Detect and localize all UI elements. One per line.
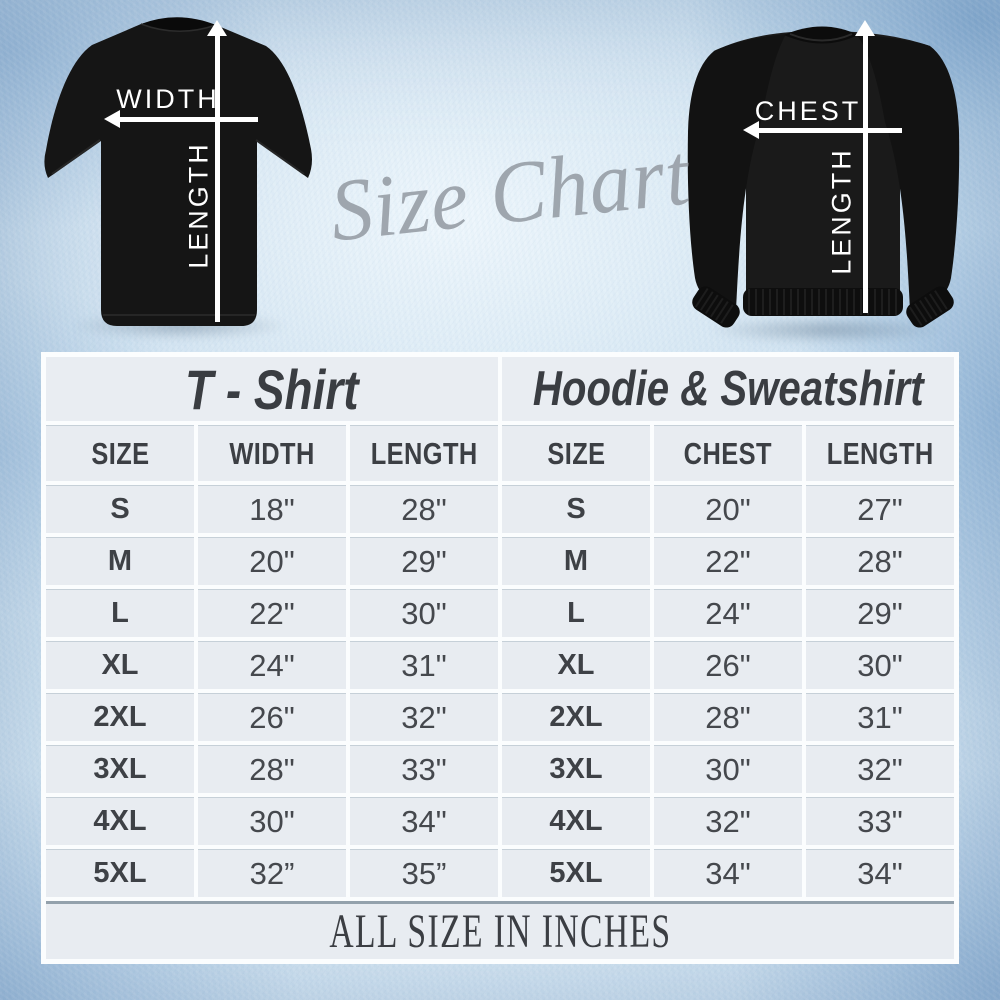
value-cell: 32" (350, 693, 498, 741)
size-cell: XL (46, 641, 194, 689)
tshirt-table-title: T - Shirt (46, 357, 498, 421)
value-cell: 28" (806, 537, 954, 585)
column-header-text: SIZE (90, 435, 150, 471)
sweatshirt-right-cuff (906, 286, 954, 328)
column-header-text: LENGTH (826, 435, 934, 471)
size-cell: 3XL (46, 745, 194, 793)
value-cell: 32" (806, 745, 954, 793)
value-cell: 27" (806, 485, 954, 533)
value-cell: 29" (806, 589, 954, 637)
value-cell: 26" (654, 641, 802, 689)
sweatshirt-length-label: LENGTH (826, 147, 857, 275)
value-cell: 22" (198, 589, 346, 637)
size-cell: 4XL (46, 797, 194, 845)
value-cell: 24" (654, 589, 802, 637)
value-cell: 34" (350, 797, 498, 845)
value-cell: 30" (350, 589, 498, 637)
sweatshirt-image (687, 26, 960, 328)
column-header-text: SIZE (546, 435, 606, 471)
hoodie-table-title-text: Hoodie & Sweatshirt (532, 362, 924, 416)
value-cell: 20" (654, 485, 802, 533)
value-cell: 32" (654, 797, 802, 845)
size-cell: 4XL (502, 797, 650, 845)
value-cell: 30" (198, 797, 346, 845)
arrowhead-left-icon (104, 110, 120, 128)
sweatshirt-shadow (706, 316, 946, 344)
size-cell: S (46, 485, 194, 533)
value-cell: 24" (198, 641, 346, 689)
value-cell: 28" (198, 745, 346, 793)
sweatshirt-hem-band (743, 288, 903, 316)
tshirt-image (44, 17, 313, 327)
value-cell: 30" (654, 745, 802, 793)
value-cell: 32” (198, 849, 346, 897)
value-cell: 34" (654, 849, 802, 897)
value-cell: 31" (350, 641, 498, 689)
value-cell: 31" (806, 693, 954, 741)
size-table: T - Shirt Hoodie & Sweatshirt SIZE WIDTH… (41, 352, 959, 964)
sweatshirt-length-arrow (863, 35, 868, 313)
column-header-length: LENGTH (350, 425, 498, 481)
size-cell: 3XL (502, 745, 650, 793)
value-cell: 29" (350, 537, 498, 585)
size-cell: M (46, 537, 194, 585)
size-cell: L (46, 589, 194, 637)
size-cell: L (502, 589, 650, 637)
hoodie-table-title: Hoodie & Sweatshirt (502, 357, 954, 421)
sweatshirt-left-cuff (692, 286, 740, 328)
column-header-width: WIDTH (198, 425, 346, 481)
tshirt-length-arrow (215, 35, 220, 322)
size-cell: 5XL (46, 849, 194, 897)
value-cell: 26" (198, 693, 346, 741)
value-cell: 33" (350, 745, 498, 793)
page-title: Size Chart (325, 126, 695, 261)
tshirt-table-title-text: T - Shirt (185, 357, 359, 421)
tshirt-width-arrow (118, 117, 258, 122)
footer-note: ALL SIZE IN INCHES (46, 901, 954, 959)
size-cell: 2XL (502, 693, 650, 741)
value-cell: 30" (806, 641, 954, 689)
value-cell: 34" (806, 849, 954, 897)
column-header-text: CHEST (683, 435, 773, 471)
column-header-size: SIZE (502, 425, 650, 481)
tshirt-length-label: LENGTH (183, 141, 214, 269)
size-cell: M (502, 537, 650, 585)
arrowhead-up-icon (855, 20, 875, 36)
value-cell: 33" (806, 797, 954, 845)
value-cell: 28" (350, 485, 498, 533)
size-cell: S (502, 485, 650, 533)
column-header-text: LENGTH (370, 435, 478, 471)
value-cell: 18" (198, 485, 346, 533)
footer-note-text: ALL SIZE IN INCHES (328, 905, 672, 958)
arrowhead-left-icon (743, 121, 759, 139)
sweatshirt-chest-arrow (757, 128, 902, 133)
value-cell: 35” (350, 849, 498, 897)
tshirt-width-label: WIDTH (116, 84, 220, 114)
value-cell: 28" (654, 693, 802, 741)
column-header-chest: CHEST (654, 425, 802, 481)
column-header-size: SIZE (46, 425, 194, 481)
arrowhead-up-icon (207, 20, 227, 36)
column-header-text: WIDTH (229, 435, 315, 471)
value-cell: 20" (198, 537, 346, 585)
size-cell: 2XL (46, 693, 194, 741)
sweatshirt-chest-label: CHEST (754, 96, 862, 126)
column-header-length: LENGTH (806, 425, 954, 481)
size-cell: 5XL (502, 849, 650, 897)
size-cell: XL (502, 641, 650, 689)
value-cell: 22" (654, 537, 802, 585)
tshirt-collar (141, 17, 216, 32)
